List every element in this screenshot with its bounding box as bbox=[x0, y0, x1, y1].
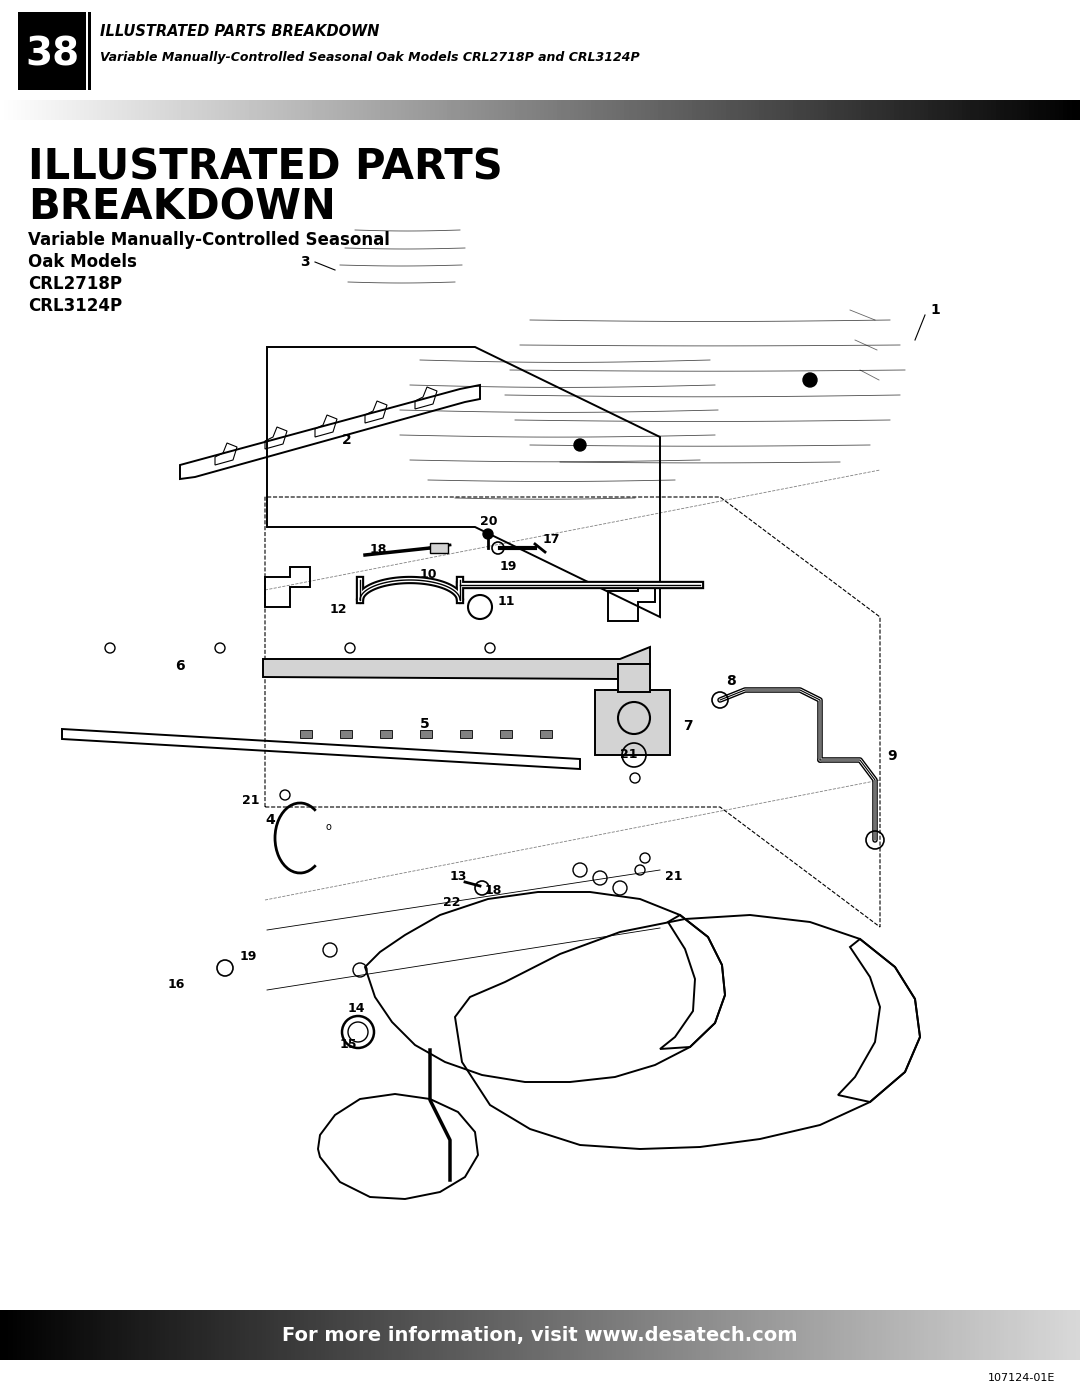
Text: 38: 38 bbox=[25, 36, 79, 74]
Bar bbox=[595, 690, 670, 754]
Polygon shape bbox=[264, 647, 650, 679]
Text: 3: 3 bbox=[300, 256, 310, 270]
Text: Variable Manually-Controlled Seasonal Oak Models CRL2718P and CRL3124P: Variable Manually-Controlled Seasonal Oa… bbox=[100, 52, 639, 64]
Text: For more information, visit www.desatech.com: For more information, visit www.desatech… bbox=[282, 1326, 798, 1344]
Bar bbox=[500, 731, 512, 738]
Circle shape bbox=[804, 373, 816, 387]
Bar bbox=[540, 731, 552, 738]
Text: 1: 1 bbox=[930, 303, 940, 317]
Text: 8: 8 bbox=[726, 673, 735, 687]
Text: 16: 16 bbox=[168, 978, 186, 990]
Circle shape bbox=[483, 529, 492, 539]
Text: 14: 14 bbox=[348, 1002, 365, 1016]
Text: 2: 2 bbox=[342, 433, 352, 447]
Text: 10: 10 bbox=[420, 569, 437, 581]
Text: Oak Models: Oak Models bbox=[28, 253, 137, 271]
Text: o: o bbox=[325, 821, 330, 833]
Text: 19: 19 bbox=[240, 950, 257, 963]
Text: 21: 21 bbox=[242, 793, 259, 807]
Bar bbox=[420, 731, 432, 738]
Text: 9: 9 bbox=[887, 749, 896, 763]
Text: ILLUSTRATED PARTS: ILLUSTRATED PARTS bbox=[28, 147, 503, 189]
Bar bbox=[460, 731, 472, 738]
Bar bbox=[340, 731, 352, 738]
Text: 22: 22 bbox=[443, 895, 460, 909]
Bar bbox=[18, 13, 86, 89]
Text: 5: 5 bbox=[420, 717, 430, 731]
Text: Variable Manually-Controlled Seasonal: Variable Manually-Controlled Seasonal bbox=[28, 231, 390, 249]
Text: 107124-01E: 107124-01E bbox=[987, 1373, 1055, 1383]
Text: 4: 4 bbox=[265, 813, 274, 827]
Bar bbox=[380, 731, 392, 738]
Text: 18: 18 bbox=[485, 884, 502, 897]
Text: CRL2718P: CRL2718P bbox=[28, 275, 122, 293]
Text: 21: 21 bbox=[620, 747, 637, 761]
Bar bbox=[430, 543, 448, 553]
Text: 12: 12 bbox=[330, 604, 348, 616]
Text: 17: 17 bbox=[543, 534, 561, 546]
Text: 6: 6 bbox=[175, 659, 185, 673]
Circle shape bbox=[573, 439, 586, 451]
Text: 7: 7 bbox=[683, 719, 692, 733]
Text: ILLUSTRATED PARTS BREAKDOWN: ILLUSTRATED PARTS BREAKDOWN bbox=[100, 25, 379, 39]
Bar bbox=[300, 731, 312, 738]
Text: CRL3124P: CRL3124P bbox=[28, 298, 122, 314]
Text: 19: 19 bbox=[500, 560, 517, 573]
Bar bbox=[618, 664, 650, 692]
Text: 20: 20 bbox=[480, 515, 498, 528]
Bar bbox=[87, 13, 91, 89]
Text: 18: 18 bbox=[370, 543, 388, 556]
Text: 15: 15 bbox=[340, 1038, 357, 1051]
Text: 21: 21 bbox=[665, 870, 683, 883]
Text: 11: 11 bbox=[498, 595, 515, 608]
Text: BREAKDOWN: BREAKDOWN bbox=[28, 187, 336, 229]
Text: 13: 13 bbox=[450, 870, 468, 883]
